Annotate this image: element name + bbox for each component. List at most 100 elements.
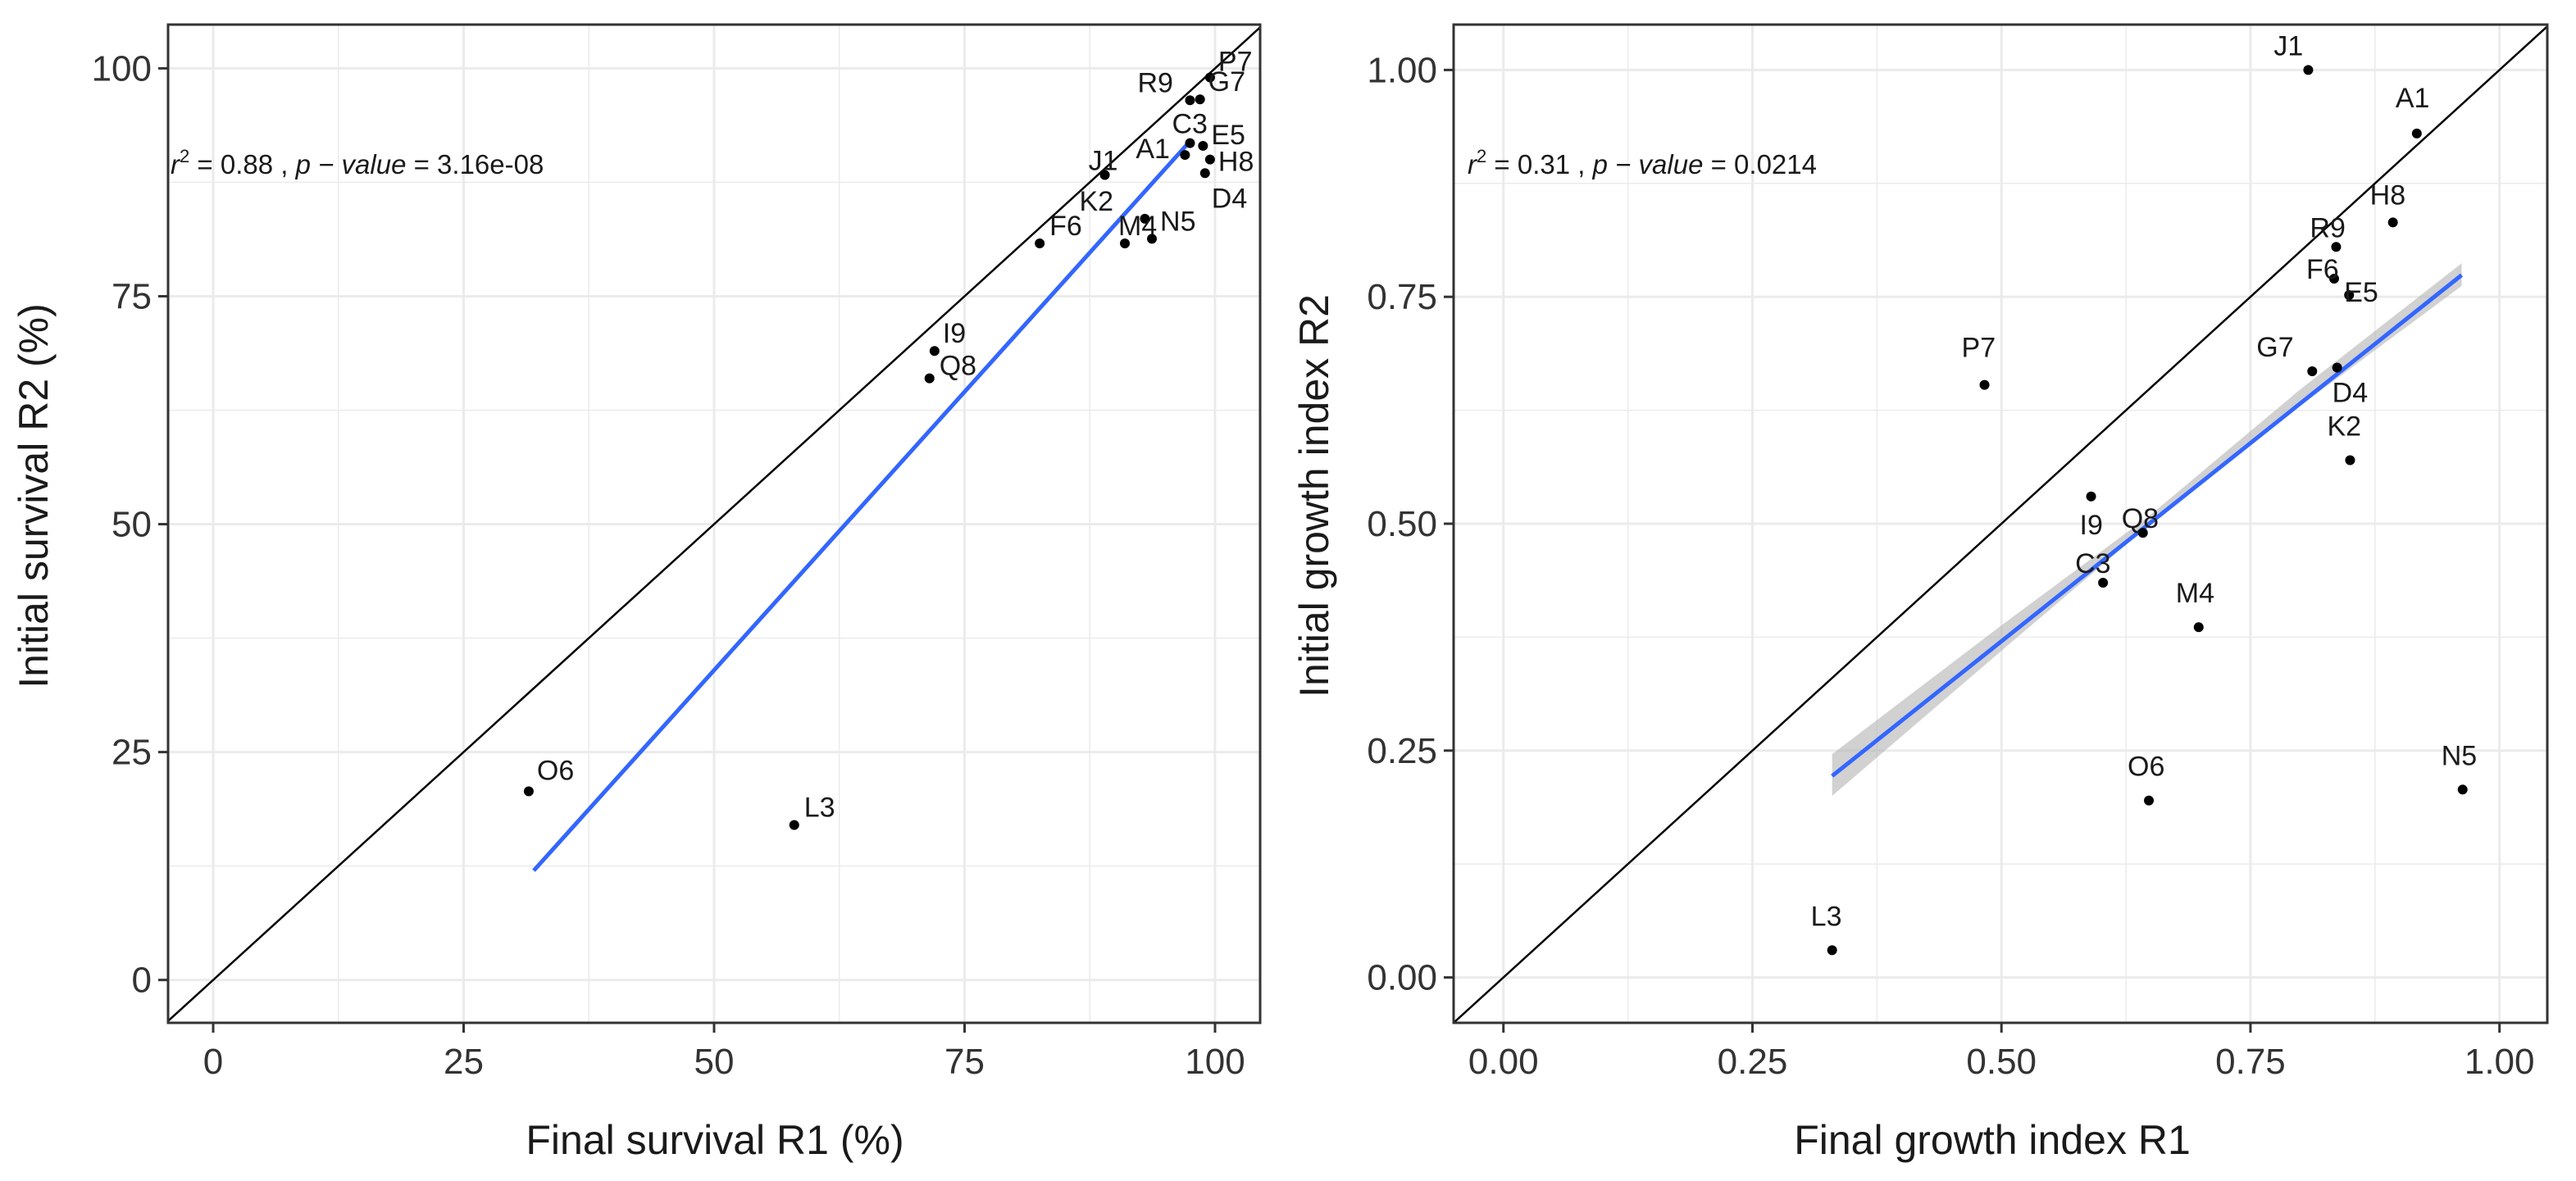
survival-axis-ticks: 0 25 50 75 100 0 25 50 75 100: [92, 48, 1245, 1082]
growth-fit-line: [1831, 273, 2464, 778]
growth-point-label-g7: G7: [2256, 332, 2293, 363]
growth-point-label-a1: A1: [2396, 83, 2430, 114]
growth-point-g7: [2307, 366, 2318, 376]
survival-point-label-r9: R9: [1137, 67, 1172, 98]
survival-point-o6: [523, 786, 534, 797]
survival-point-q8: [924, 373, 935, 384]
survival-x-tick-label: 50: [694, 1042, 735, 1082]
survival-point-a1: [1180, 150, 1190, 161]
survival-point-label-k2: K2: [1079, 186, 1113, 217]
growth-point-label-e5: E5: [2344, 277, 2378, 308]
survival-r-symbol: r: [171, 149, 181, 179]
growth-y-tick-label: 1.00: [1367, 50, 1437, 90]
growth-x-tick-label: 0.75: [2215, 1042, 2286, 1082]
survival-point-label-o6: O6: [537, 755, 574, 786]
growth-point-label-o6: O6: [2128, 752, 2164, 783]
growth-point-label-d4: D4: [2333, 378, 2368, 409]
survival-point-d4: [1199, 168, 1210, 179]
survival-point-label-h8: H8: [1218, 147, 1254, 178]
growth-point-l3: [1827, 945, 1837, 956]
growth-point-i9: [2086, 491, 2096, 502]
survival-point-j1: [1099, 170, 1110, 180]
survival-y-tick-label: 75: [112, 276, 152, 316]
growth-point-m4: [2193, 622, 2204, 633]
survival-point-label-g7: G7: [1208, 66, 1245, 98]
survival-x-tick-label: 100: [1185, 1042, 1245, 1082]
growth-point-q8: [2137, 528, 2148, 538]
survival-p-label: p − value: [295, 149, 407, 179]
growth-p-value: = 0.0214: [1703, 149, 1817, 179]
growth-point-label-c3: C3: [2075, 548, 2110, 579]
growth-point-label-q8: Q8: [2122, 503, 2159, 534]
survival-y-tick-label: 25: [112, 733, 152, 773]
growth-point-n5: [2457, 784, 2468, 795]
survival-point-label-a1: A1: [1136, 134, 1170, 165]
survival-point-i9: [929, 346, 940, 357]
growth-point-label-n5: N5: [2442, 740, 2477, 771]
growth-x-axis-title: Final growth index R1: [1794, 1117, 2191, 1163]
survival-r-exponent: 2: [180, 146, 189, 166]
survival-point-label-l3: L3: [804, 793, 835, 824]
growth-point-label-h8: H8: [2370, 179, 2405, 211]
growth-point-a1: [2411, 128, 2422, 139]
growth-point-label-p7: P7: [1962, 333, 1996, 364]
growth-point-d4: [2332, 362, 2342, 373]
survival-point-l3: [789, 820, 799, 830]
survival-x-tick-label: 0: [203, 1042, 223, 1082]
survival-y-tick-label: 0: [132, 961, 152, 1001]
growth-x-tick-label: 0.25: [1718, 1042, 1788, 1082]
growth-point-label-m4: M4: [2176, 578, 2214, 609]
growth-point-label-j1: J1: [2273, 30, 2303, 61]
survival-point-label-i9: I9: [943, 318, 966, 349]
growth-y-axis-title: Initial growth index R2: [1291, 294, 1337, 697]
survival-grid: [168, 25, 1260, 1023]
growth-r-value: = 0.31 ,: [1486, 149, 1592, 179]
survival-stats-annotation: r2 = 0.88 , p − value = 3.16e-08: [171, 146, 544, 179]
growth-point-k2: [2345, 455, 2355, 466]
growth-point-h8: [2387, 217, 2398, 228]
survival-point-f6: [1035, 238, 1045, 248]
survival-fit-line: [532, 139, 1192, 872]
growth-point-label-i9: I9: [2080, 510, 2103, 541]
growth-stats-annotation: r2 = 0.31 , p − value = 0.0214: [1468, 146, 1817, 179]
growth-x-tick-label: 0.00: [1468, 1042, 1539, 1082]
growth-x-tick-label: 1.00: [2464, 1042, 2535, 1082]
growth-identity-line: [1453, 25, 2548, 1024]
growth-point-r9: [2331, 242, 2342, 252]
growth-point-c3: [2098, 577, 2109, 588]
survival-y-tick-label: 50: [112, 505, 152, 545]
survival-point-label-j1: J1: [1089, 146, 1118, 177]
growth-r-symbol: r: [1468, 149, 1478, 179]
survival-y-tick-label: 100: [92, 48, 152, 89]
survival-p-value: = 3.16e-08: [406, 149, 544, 179]
growth-y-tick-label: 0.75: [1367, 277, 1437, 317]
growth-point-label-f6: F6: [2306, 254, 2339, 285]
survival-point-h8: [1204, 154, 1215, 165]
growth-point-label-l3: L3: [1811, 901, 1842, 932]
survival-point-g7: [1195, 94, 1205, 105]
growth-ci-band: [1832, 263, 2462, 797]
survival-r-value: = 0.88 ,: [189, 149, 295, 179]
survival-point-e5: [1198, 140, 1208, 151]
survival-point-m4: [1120, 238, 1131, 248]
survival-point-c3: [1185, 138, 1195, 148]
survival-identity-line: [167, 26, 1261, 1022]
growth-point-j1: [2303, 65, 2314, 75]
survival-point-k2: [1140, 213, 1150, 224]
survival-point-label-d4: D4: [1212, 183, 1247, 214]
survival-point-n5: [1147, 234, 1158, 244]
growth-point-e5: [2344, 289, 2355, 300]
growth-confidence-band: [1832, 263, 2462, 797]
survival-point-p7: [1204, 72, 1215, 83]
survival-x-tick-label: 25: [444, 1042, 484, 1082]
growth-point-label-k2: K2: [2327, 411, 2361, 442]
survival-point-label-q8: Q8: [940, 351, 976, 382]
growth-y-tick-label: 0.00: [1367, 958, 1437, 998]
survival-point-label-p7: P7: [1218, 47, 1253, 78]
growth-y-tick-label: 0.25: [1367, 731, 1437, 771]
growth-point-p7: [1979, 379, 1990, 390]
